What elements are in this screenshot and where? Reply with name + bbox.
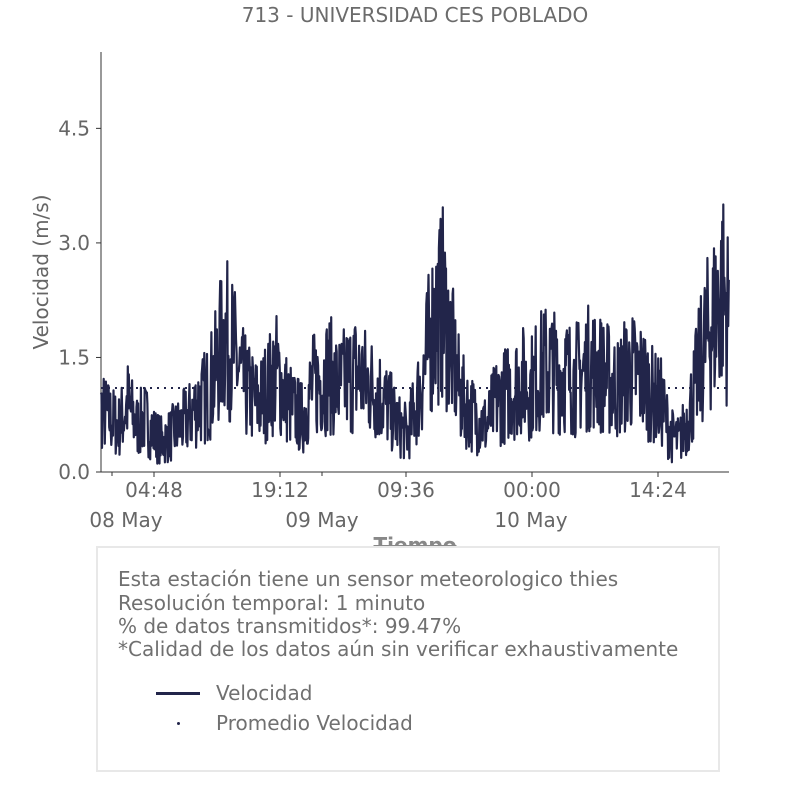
chart-ticks: 0.0 1.5 3.0 4.5 Velocidad (m/s) 04:48 19:12 09:… — [29, 116, 687, 532]
info-transmitted: % de datos transmitidos*: 99.47% — [118, 614, 462, 638]
x-tick-label: 14:24 — [629, 478, 687, 502]
x-date-label: 09 May — [285, 508, 358, 532]
legend-label-promedio: Promedio Velocidad — [216, 711, 413, 735]
legend-swatch-line — [156, 692, 200, 695]
legend-swatch-dot — [177, 722, 180, 725]
y-axis-label: Velocidad (m/s) — [29, 194, 53, 349]
x-date-label: 08 May — [89, 508, 162, 532]
y-tick-label: 1.5 — [58, 345, 90, 369]
x-tick-label: 00:00 — [503, 478, 561, 502]
y-tick-label: 0.0 — [58, 460, 90, 484]
info-quality-note: *Calidad de los datos aún sin verificar … — [118, 637, 679, 661]
x-date-label: 10 May — [494, 508, 567, 532]
x-tick-label: 19:12 — [251, 478, 309, 502]
series-line-velocidad — [100, 203, 730, 465]
x-tick-label: 09:36 — [377, 478, 435, 502]
legend-label-velocidad: Velocidad — [216, 681, 313, 705]
info-sensor: Esta estación tiene un sensor meteorolog… — [118, 567, 619, 591]
chart-title: 713 - UNIVERSIDAD CES POBLADO — [241, 3, 589, 27]
x-tick-label: 04:48 — [125, 478, 183, 502]
y-tick-label: 4.5 — [58, 116, 90, 140]
info-box: Esta estación tiene un sensor meteorolog… — [96, 546, 720, 772]
y-tick-label: 3.0 — [58, 231, 90, 255]
info-resolution: Resolución temporal: 1 minuto — [118, 591, 426, 615]
chart-marks — [100, 203, 730, 465]
